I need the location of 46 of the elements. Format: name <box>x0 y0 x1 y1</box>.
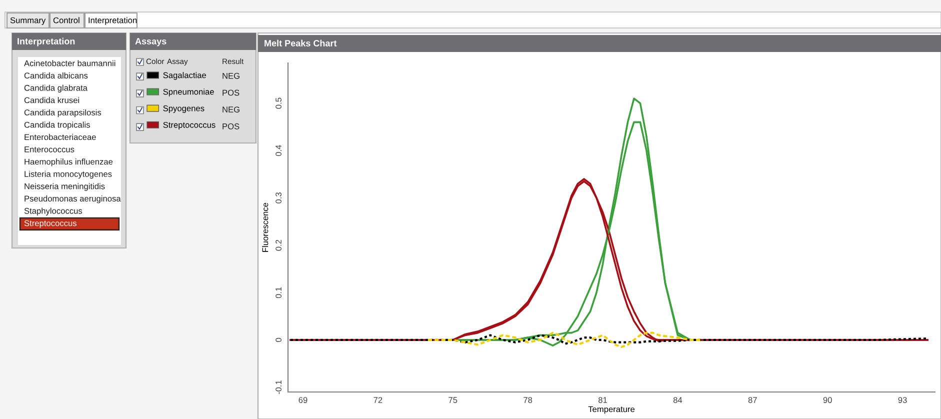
text: Interpretation <box>18 38 75 46</box>
text: Haemophilus influenzae <box>24 158 113 166</box>
text: Candida tropicalis <box>24 122 90 130</box>
text: Candida albicans <box>24 72 88 79</box>
y-tick-label: 0.1 <box>276 287 282 298</box>
y-tick-label: -0.1 <box>276 380 282 394</box>
text: Enterobacteriaceae <box>24 134 96 140</box>
x-tick-label: 87 <box>748 397 757 403</box>
legend-label: Spyogenes <box>163 105 204 113</box>
y-tick-label: 0.2 <box>276 240 282 251</box>
y-axis-title: Fluorescence <box>262 202 268 252</box>
x-tick-label: 93 <box>898 397 907 403</box>
text: Neisseria meningitidis <box>24 183 105 191</box>
text: Acinetobacter baumannii <box>24 60 116 66</box>
y-tick-label: 0 <box>276 338 282 342</box>
text: NEG <box>222 72 240 79</box>
legend-label: Streptococcus <box>163 122 216 130</box>
text: Summary <box>10 17 46 25</box>
text: Listeria monocytogenes <box>24 170 112 179</box>
x-tick-label: 69 <box>298 397 308 403</box>
text: Pseudomonas aeruginosa <box>24 195 121 204</box>
y-tick-label: 0.5 <box>276 98 282 109</box>
text: Staphylococcus <box>24 208 82 216</box>
x-axis-title: Temperature <box>588 406 635 414</box>
legend-label: Sagalactiae <box>163 72 206 80</box>
x-tick-label: 81 <box>598 397 607 403</box>
chart-title: Melt Peaks Chart <box>264 40 337 46</box>
x-tick-label: 78 <box>524 397 532 403</box>
text: Interpretation <box>88 17 137 25</box>
text: POS <box>222 90 240 96</box>
y-tick-label: 0.4 <box>276 145 282 156</box>
y-tick-label: 0.3 <box>276 192 282 204</box>
x-tick-label: 84 <box>673 397 682 403</box>
text: Control <box>53 17 80 24</box>
x-tick-label: 90 <box>823 397 832 403</box>
text: Candida parapsilosis <box>24 109 102 118</box>
text: POS <box>222 123 240 130</box>
text: Streptococcus <box>24 220 77 228</box>
x-tick-label: 75 <box>448 397 458 403</box>
text: Candida krusei <box>24 97 80 104</box>
x-tick-label: 72 <box>374 397 382 403</box>
legend-label: Spneumoniae <box>163 88 214 96</box>
text: Enterococcus <box>24 146 74 152</box>
text: NEG <box>222 106 240 112</box>
text: Assays <box>135 38 166 46</box>
text: Candida glabrata <box>24 84 88 92</box>
